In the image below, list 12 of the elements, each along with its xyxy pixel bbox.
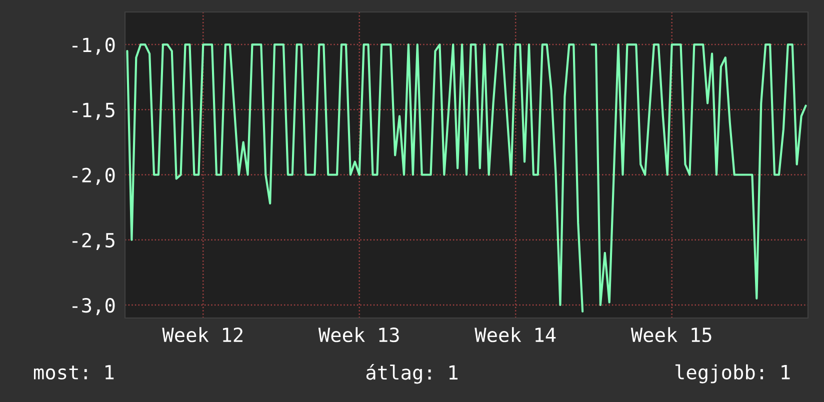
y-tick-label: -3,0 xyxy=(72,298,115,316)
y-tick-label: -1,0 xyxy=(72,38,115,55)
x-tick-label: Week 12 xyxy=(162,327,242,342)
y-tick-label: -1,5 xyxy=(72,102,114,120)
y-tick-label: -2,5 xyxy=(72,232,114,250)
x-tick-label: Week 14 xyxy=(474,327,556,342)
x-tick-label: Week 15 xyxy=(630,327,712,342)
text: legjobb: 1 xyxy=(675,364,790,384)
y-tick-label: -2,0 xyxy=(72,168,115,185)
text: átlag: 1 xyxy=(366,364,458,384)
x-tick-label: Week 13 xyxy=(318,327,399,342)
text: most: 1 xyxy=(34,365,114,380)
